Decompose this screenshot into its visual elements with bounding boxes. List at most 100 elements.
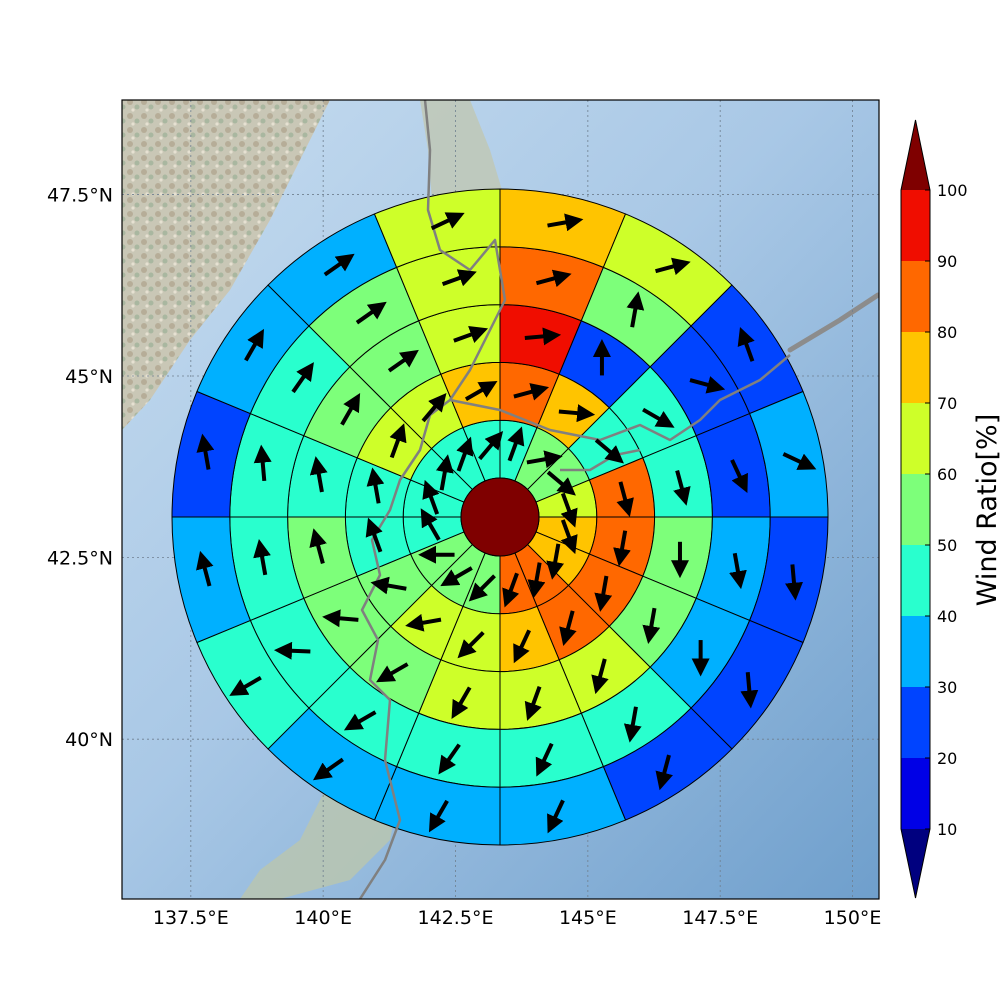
wind-arrow xyxy=(547,799,565,834)
lon-tick-label: 145°E xyxy=(559,907,617,929)
wind-arrows xyxy=(196,212,817,834)
wind-arrow xyxy=(524,327,562,346)
wind-arrow xyxy=(673,470,691,506)
wind-arrow xyxy=(642,607,661,644)
wind-arrow xyxy=(594,438,624,464)
wind-arrow xyxy=(196,550,214,587)
wind-arrow xyxy=(613,530,631,567)
wind-arrow xyxy=(655,754,673,791)
lat-tick-label: 40°N xyxy=(65,729,113,751)
wind-arrow xyxy=(421,393,447,423)
wind-arrow xyxy=(642,407,675,428)
lat-tick-label: 45°N xyxy=(65,366,113,388)
colorbar-tick-label: 80 xyxy=(937,323,957,342)
wind-arrow xyxy=(502,572,520,608)
map-frame xyxy=(121,99,880,900)
wind-sector xyxy=(373,188,501,269)
lon-tick-label: 150°E xyxy=(824,907,882,929)
wind-arrow xyxy=(559,610,577,647)
colorbar-swatch xyxy=(901,545,930,616)
wind-arrow xyxy=(591,658,609,695)
wind-arrow xyxy=(365,517,383,553)
colorbar-swatch xyxy=(901,758,930,829)
wind-arrow xyxy=(616,481,634,518)
wind-arrow xyxy=(507,426,525,462)
wind-arrow xyxy=(594,575,613,612)
wind-arrow xyxy=(428,799,449,833)
mainland-relief xyxy=(122,100,330,430)
wind-arrow xyxy=(422,479,440,515)
wind-arrow xyxy=(468,574,496,602)
wind-arrow xyxy=(244,328,265,362)
center-disk xyxy=(460,477,540,557)
wind-arrow xyxy=(370,576,407,595)
colorbar-swatch xyxy=(901,474,930,545)
wind-arrow xyxy=(389,423,407,459)
wind-arrow xyxy=(420,508,441,541)
wind-arrow xyxy=(453,326,489,343)
wind-arrow xyxy=(456,436,474,472)
wind-arrow xyxy=(546,543,565,580)
colorbar-tick-label: 10 xyxy=(937,820,957,839)
wind-arrow xyxy=(689,376,726,394)
wind-arrow xyxy=(626,291,645,328)
wind-arrow xyxy=(526,450,563,469)
lat-tick-label: 47.5°N xyxy=(47,184,113,206)
lon-tick-label: 137.5°E xyxy=(153,907,229,929)
wind-arrow xyxy=(323,253,355,277)
lat-tick-label: 42.5°N xyxy=(47,548,113,570)
wind-arrow xyxy=(478,430,504,461)
colorbar-tick-label: 50 xyxy=(937,536,957,555)
wind-arrow xyxy=(313,757,344,781)
wind-arrow xyxy=(253,444,272,482)
wind-arrow xyxy=(623,706,642,743)
wind-arrow xyxy=(387,349,419,373)
wind-arrow xyxy=(366,467,385,504)
wind-arrow xyxy=(655,257,691,276)
wind-arrow xyxy=(273,641,311,660)
wind-arrow xyxy=(547,213,584,232)
wind-arrow xyxy=(291,362,314,394)
lon-tick-label: 142.5°E xyxy=(418,907,494,929)
colorbar-tick-label: 100 xyxy=(937,181,968,200)
lon-tick-label: 147.5°E xyxy=(682,907,758,929)
kuril-islands xyxy=(787,292,879,353)
colorbar-swatches xyxy=(900,119,931,899)
wind-arrow xyxy=(558,404,596,423)
wind-arrow xyxy=(435,454,454,491)
coastline xyxy=(358,99,791,900)
colorbar-tick-label: 60 xyxy=(937,465,957,484)
wind-sector-rings xyxy=(171,188,829,846)
colorbar-swatch xyxy=(901,616,930,687)
wind-arrow xyxy=(340,393,361,426)
colorbar-ticks: 10 20 30 40 50 60 70 80 90 100 xyxy=(937,181,968,839)
colorbar-tick-label: 90 xyxy=(937,252,957,271)
colorbar-max-extension xyxy=(901,120,930,190)
colorbar-label: Wind Ratio[%] xyxy=(972,414,1000,606)
wind-arrow xyxy=(729,552,747,590)
wind-arrow xyxy=(457,631,485,659)
wind-arrow xyxy=(438,743,461,775)
colorbar-swatch xyxy=(901,190,930,261)
wind-arrow xyxy=(527,562,546,599)
wind-arrow xyxy=(513,383,550,401)
wind-arrow xyxy=(441,269,477,287)
wind-arrow xyxy=(782,452,817,470)
colorbar-min-extension xyxy=(901,829,930,898)
wind-arrow xyxy=(430,212,465,231)
wind-arrow xyxy=(376,662,409,683)
lon-tick-label: 140°E xyxy=(294,907,352,929)
wind-arrow xyxy=(513,629,531,664)
colorbar-tick-label: 70 xyxy=(937,394,957,413)
map-area xyxy=(121,99,880,900)
colorbar-tick-label: 40 xyxy=(937,607,957,626)
longitude-tick-labels: 137.5°E 140°E 142.5°E 145°E 147.5°E 150°… xyxy=(153,907,882,929)
wind-arrow xyxy=(322,609,359,628)
wind-arrow xyxy=(309,528,327,564)
wind-arrow xyxy=(405,613,442,632)
wind-arrow xyxy=(546,470,576,496)
colorbar-tick-label: 20 xyxy=(937,749,957,768)
wind-arrow xyxy=(785,564,803,601)
wind-arrow xyxy=(343,710,377,731)
